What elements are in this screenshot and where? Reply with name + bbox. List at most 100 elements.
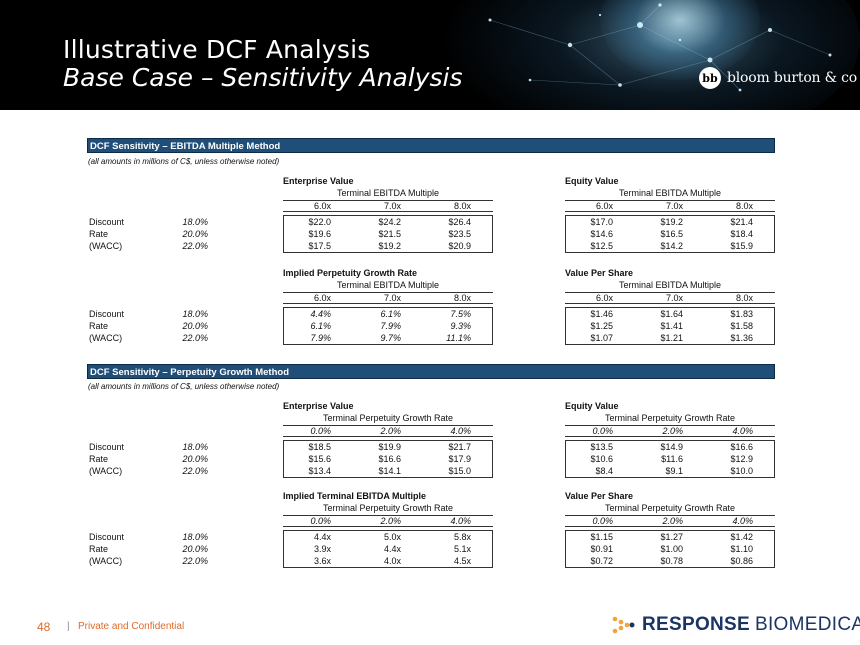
table-cell: $21.7 [448,442,471,452]
table-cell: 6.1% [310,321,331,331]
table-cell: $21.5 [378,229,401,239]
section-note: (all amounts in millions of C$, unless o… [88,157,280,166]
block-title: Equity Value [565,176,619,186]
table-cell: $1.41 [660,321,683,331]
column-header: 2.0% [380,426,401,436]
table-cell: $24.2 [378,217,401,227]
section-header-perpetuity-method: DCF Sensitivity – Perpetuity Growth Meth… [87,364,775,379]
table-cell: $0.72 [590,556,613,566]
column-header: 8.0x [735,201,753,211]
row-label: (WACC) [89,556,123,566]
table-cell: $0.86 [730,556,753,566]
table-cell: $8.4 [595,466,613,476]
table-cell: 4.5x [453,556,471,566]
table-cell: $1.46 [590,309,613,319]
table-cell: $1.15 [590,532,613,542]
table-cell: 4.0x [383,556,401,566]
company-name-bold: RESPONSE [642,614,750,635]
table-cell: $0.78 [660,556,683,566]
row-label: Rate [89,229,109,239]
column-header: 7.0x [383,201,401,211]
column-header: 4.0% [450,426,471,436]
table-cell: $1.64 [660,309,683,319]
column-header: 6.0x [313,201,331,211]
value-grid [565,307,775,345]
wacc-value: 18.0% [182,309,208,319]
column-header-row [565,425,775,437]
column-header: 7.0x [383,293,401,303]
table-cell: 4.4x [313,532,331,542]
table-cell: $1.42 [730,532,753,542]
section-header-ebitda-method: DCF Sensitivity – EBITDA Multiple Method [87,138,775,153]
wacc-value: 18.0% [182,442,208,452]
block-title: Implied Perpetuity Growth Rate [283,268,418,278]
block-subtitle: Terminal EBITDA Multiple [618,188,722,198]
wacc-value: 20.0% [182,544,208,554]
block-title: Implied Terminal EBITDA Multiple [283,491,427,501]
table-cell: $15.0 [448,466,471,476]
block-subtitle: Terminal EBITDA Multiple [336,280,440,290]
table-cell: 5.8x [453,532,471,542]
column-header-row [565,200,775,212]
table-cell: $14.6 [590,229,613,239]
page-subtitle: Base Case – Sensitivity Analysis [63,63,463,92]
table-cell: $23.5 [448,229,471,239]
table-cell: 11.1% [446,333,471,343]
table-cell: $1.58 [730,321,753,331]
table-cell: 6.1% [380,309,401,319]
wacc-value: 18.0% [182,217,208,227]
table-cell: 7.5% [450,309,471,319]
table-cell: $22.0 [308,217,331,227]
table-cell: $26.4 [448,217,471,227]
row-label: Rate [89,454,109,464]
row-label: Discount [89,217,125,227]
block-subtitle: Terminal Perpetuity Growth Rate [322,413,454,423]
table-cell: $11.6 [661,454,683,464]
table-cell: $16.5 [660,229,683,239]
block-subtitle: Terminal Perpetuity Growth Rate [322,503,454,513]
row-label: Discount [89,309,125,319]
column-header-row [283,425,493,437]
table-cell: 9.3% [450,321,471,331]
column-header: 8.0x [453,293,471,303]
column-header: 4.0% [732,426,753,436]
table-cell: $16.6 [378,454,401,464]
table-cell: $19.9 [378,442,401,452]
wacc-value: 22.0% [182,333,208,343]
table-cell: $18.4 [730,229,753,239]
column-header: 6.0x [313,293,331,303]
table-cell: $1.21 [660,333,683,343]
column-header: 7.0x [665,201,683,211]
page-title: Illustrative DCF Analysis [63,35,371,64]
value-grid [283,215,493,253]
table-cell: $10.6 [590,454,613,464]
column-header: 6.0x [595,293,613,303]
table-cell: 3.6x [313,556,331,566]
wacc-value: 20.0% [182,321,208,331]
bloom-burton-name: bloom burton & co [727,70,857,86]
table-cell: $1.00 [660,544,683,554]
confidential-label: Private and Confidential [78,621,185,632]
table-cell: $17.9 [448,454,471,464]
header-banner: Illustrative DCF Analysis Base Case – Se… [0,0,860,110]
block-title: Value Per Share [565,491,634,501]
row-label: (WACC) [89,466,123,476]
column-header: 8.0x [735,293,753,303]
table-cell: $21.4 [730,217,753,227]
row-label: (WACC) [89,333,123,343]
table-cell: $20.9 [448,241,471,251]
table-cell: 7.9% [310,333,331,343]
column-header: 2.0% [662,516,683,526]
value-grid [283,440,493,478]
column-header-row [283,292,493,304]
column-header-row [565,292,775,304]
wacc-value: 22.0% [182,466,208,476]
row-label: Rate [89,321,109,331]
row-label: Discount [89,442,125,452]
table-cell: $15.9 [730,241,753,251]
table-cell: $12.5 [590,241,613,251]
block-subtitle: Terminal Perpetuity Growth Rate [604,413,736,423]
table-cell: $17.5 [308,241,331,251]
column-header: 2.0% [662,426,683,436]
row-label: (WACC) [89,241,123,251]
